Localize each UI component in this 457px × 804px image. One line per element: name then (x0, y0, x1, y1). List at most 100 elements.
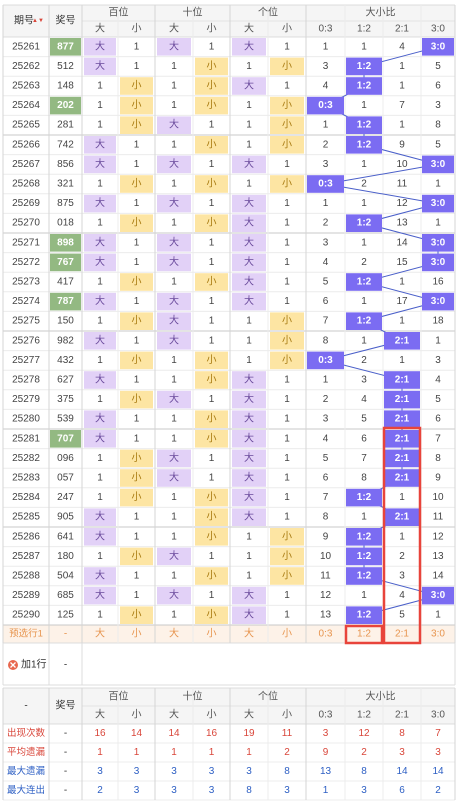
omission-count: 3 (323, 414, 329, 425)
predict-cell[interactable]: 1:2 (357, 629, 371, 640)
omission-count: 12 (320, 590, 332, 601)
prize-number: 432 (57, 355, 74, 366)
predict-cell[interactable]: 大 (244, 627, 254, 640)
stat-dash: - (64, 766, 67, 777)
ratio-hit (384, 430, 420, 448)
prize-number: 539 (57, 414, 74, 425)
omission-count: 1 (361, 512, 367, 523)
predict-cell[interactable]: 小 (132, 628, 142, 640)
big-mark (232, 508, 266, 526)
predict-cell[interactable]: 0:3 (319, 629, 333, 640)
ratio-subheader: 3:0 (431, 24, 445, 35)
issue-number: 25287 (12, 551, 40, 562)
ratio-hit-text: 3:0 (431, 257, 446, 268)
predict-cell[interactable]: 大 (95, 627, 105, 640)
big-mark (157, 292, 191, 311)
ratio-hit (346, 57, 382, 76)
small-mark-text: 小 (132, 315, 142, 327)
ratio-hit (307, 96, 344, 115)
predict-cell[interactable]: 大 (169, 627, 179, 640)
omission-count: 7 (323, 316, 329, 327)
big-mark (84, 371, 116, 389)
predict-cell[interactable]: 小 (207, 628, 217, 640)
omission-count: 1 (134, 198, 140, 209)
big-mark-text: 大 (95, 137, 105, 150)
big-mark-text: 大 (95, 157, 105, 170)
small-mark (120, 547, 153, 566)
omission-count: 2 (399, 551, 405, 562)
stat-value: 9 (323, 747, 329, 758)
big-mark (232, 371, 266, 389)
big-mark (84, 430, 116, 448)
omission-count: 9 (323, 531, 329, 542)
ratio-hit (346, 273, 382, 291)
small-subheader: 小 (207, 23, 217, 35)
ratio-hit-text: 1:2 (357, 61, 372, 72)
big-mark (157, 38, 191, 56)
prize-number: 375 (57, 394, 74, 405)
omission-count: 16 (432, 277, 444, 288)
small-mark-text: 小 (132, 217, 142, 229)
omission-count: 6 (361, 433, 367, 444)
omission-count: 1 (284, 41, 290, 52)
omission-count: 9 (435, 473, 441, 484)
omission-count: 1 (97, 81, 103, 92)
stat-value: 2 (435, 785, 441, 796)
predict-cell[interactable]: 小 (282, 628, 292, 640)
stat-dash: - (64, 728, 67, 739)
big-mark (84, 136, 116, 154)
prize-number: 018 (57, 218, 74, 229)
small-mark-text: 小 (207, 511, 217, 523)
predict-row-label: 预选行1 (9, 628, 43, 640)
stat-value: 8 (246, 785, 252, 796)
issue-number: 25272 (12, 257, 40, 268)
ratio-hit (384, 410, 420, 428)
stat-value: 3 (435, 747, 441, 758)
omission-count: 1 (399, 355, 405, 366)
big-mark-text: 大 (244, 255, 254, 268)
big-mark-text: 大 (95, 196, 105, 209)
big-mark-text: 大 (95, 294, 105, 307)
small-mark (120, 175, 153, 193)
prize-number: 504 (57, 571, 74, 582)
omission-count: 7 (361, 453, 367, 464)
omission-count: 1 (134, 375, 140, 386)
omission-count: 1 (171, 433, 177, 444)
omission-count: 1 (134, 296, 140, 307)
stat-dash: - (64, 747, 67, 758)
predict-cell[interactable]: 3:0 (431, 629, 445, 640)
small-mark-text: 小 (132, 609, 142, 621)
big-mark (157, 390, 191, 409)
big-mark (157, 312, 191, 330)
omission-count: 4 (399, 590, 405, 601)
issue-column-header[interactable]: 期号 (14, 15, 34, 27)
stat-value: 1 (171, 747, 177, 758)
big-mark (84, 194, 116, 213)
issue-number: 25266 (12, 139, 40, 150)
group-header: 十位 (183, 6, 203, 19)
add-row-button[interactable]: 加1行 (8, 658, 47, 671)
omission-count: 1 (97, 120, 103, 131)
omission-count: 1 (284, 375, 290, 386)
issue-number: 25265 (12, 120, 40, 131)
add-row-label[interactable]: 加1行 (21, 658, 47, 671)
omission-count: 1 (399, 492, 405, 503)
omission-count: 8 (435, 453, 441, 464)
big-mark-text: 大 (95, 529, 105, 542)
predict-cell[interactable]: 2:1 (395, 629, 409, 640)
ratio-hit (422, 38, 454, 56)
big-mark (84, 586, 116, 605)
small-mark-text: 小 (132, 276, 142, 288)
small-mark (195, 351, 228, 370)
sort-icon[interactable]: ▲▼ (32, 18, 44, 24)
omission-count: 1 (284, 610, 290, 621)
omission-count: 1 (171, 512, 177, 523)
big-mark (84, 38, 116, 56)
omission-count: 1 (323, 375, 329, 386)
ratio-hit-text: 2:1 (395, 512, 410, 523)
footer-group-header: 百位 (109, 690, 129, 703)
omission-count: 10 (320, 551, 332, 562)
small-mark-text: 小 (132, 472, 142, 484)
big-mark-text: 大 (169, 333, 179, 346)
omission-count: 1 (284, 198, 290, 209)
